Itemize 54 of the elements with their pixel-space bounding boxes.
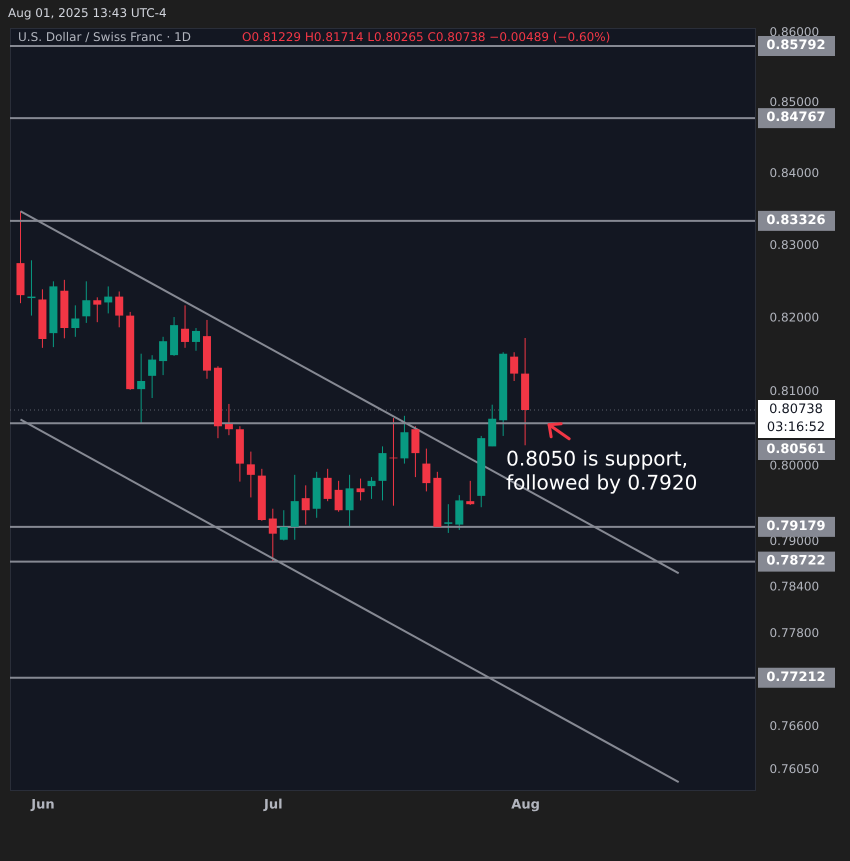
- x-tick-label: Jul: [263, 798, 283, 812]
- candlestick: [192, 328, 200, 352]
- candlestick: [368, 476, 376, 500]
- y-tick-label: 0.84000: [770, 166, 820, 180]
- ref-line-label: 0.83326: [766, 212, 826, 228]
- candlestick: [82, 280, 90, 324]
- candlestick: [422, 448, 430, 492]
- y-tick-label: 0.79000: [770, 534, 820, 548]
- candlestick: [93, 296, 102, 323]
- candlestick: [159, 336, 168, 376]
- annotation: 0.8050 is support, followed by 0.7920: [506, 446, 698, 495]
- candlestick: [104, 286, 112, 314]
- candlestick: [181, 304, 190, 348]
- y-tick-label: 0.78400: [770, 580, 820, 594]
- candlestick: [71, 304, 80, 338]
- candlestick: [27, 260, 36, 316]
- y-tick-label: 0.81000: [770, 384, 820, 398]
- y-tick-label: 0.76050: [770, 762, 820, 776]
- candlestick: [324, 468, 332, 502]
- candlestick: [115, 291, 124, 328]
- candlestick: [280, 510, 288, 542]
- ref-line-label: 0.78722: [766, 554, 826, 569]
- candlestick: [148, 354, 156, 399]
- ref-line-label: 0.80561: [766, 442, 826, 458]
- candlestick: [246, 451, 255, 498]
- candlestick: [346, 474, 354, 528]
- ref-line-label: 0.84767: [766, 110, 826, 126]
- ref-line-label: 0.79179: [766, 518, 826, 534]
- ref-line-label: 0.80738 03:16:52: [766, 402, 826, 436]
- x-tick-label: Jun: [30, 798, 55, 812]
- candlestick: [137, 353, 146, 424]
- y-tick-label: 0.85000: [770, 95, 820, 110]
- y-tick-label: 0.83000: [770, 238, 820, 252]
- y-tick-label: 0.82000: [770, 310, 820, 325]
- candlestick: [389, 418, 398, 506]
- candlestick: [510, 352, 518, 382]
- chart-subtitle: O0.81229 H0.81714 L0.80265 C0.80738 −0.00489 (−0.60%): [242, 30, 610, 44]
- y-tick-label: 0.76600: [770, 718, 820, 733]
- candlestick: [224, 403, 233, 436]
- candlestick: [466, 480, 474, 506]
- candlestick: [334, 480, 343, 512]
- y-tick-label: 0.86000: [770, 24, 820, 39]
- candlestick: [444, 504, 452, 534]
- candlestick: [356, 478, 365, 501]
- chart-title: U.S. Dollar / Swiss Franc · 1D: [18, 30, 191, 44]
- x-tick-label: Aug: [511, 798, 540, 812]
- candlestick: [411, 426, 420, 478]
- text: Aug 01, 2025 13:43 UTC-4: [8, 6, 167, 20]
- y-tick-label: 0.80000: [770, 458, 820, 473]
- candlestick: [268, 508, 277, 562]
- y-tick-label: 0.77800: [770, 626, 820, 640]
- candlestick: [302, 484, 310, 526]
- ref-line-label: 0.77212: [766, 670, 826, 685]
- ref-line-label: 0.85792: [766, 38, 826, 54]
